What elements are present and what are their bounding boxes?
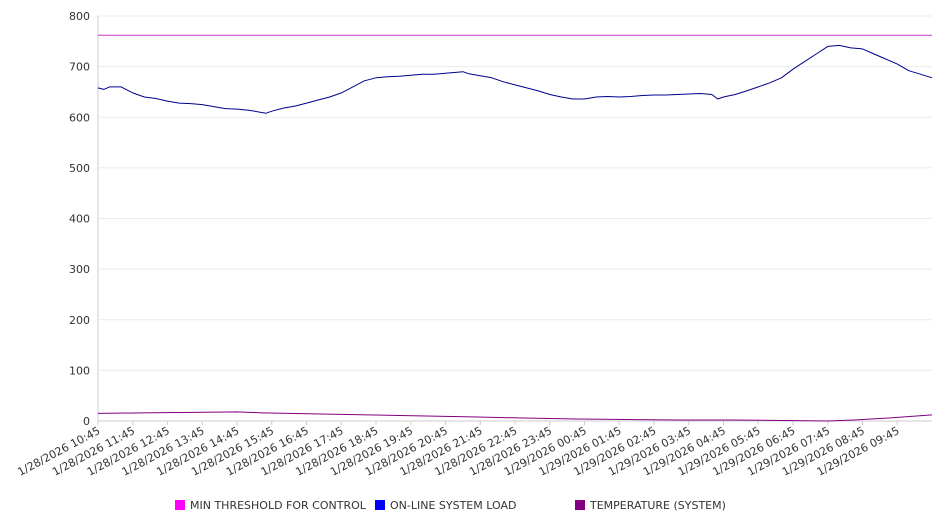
y-tick-label: 100: [69, 364, 90, 377]
legend-label: ON-LINE SYSTEM LOAD: [390, 499, 516, 512]
legend: MIN THRESHOLD FOR CONTROL ON-LINE SYSTEM …: [175, 499, 726, 512]
series-line-3: [97, 411, 933, 422]
legend-label: MIN THRESHOLD FOR CONTROL: [190, 499, 367, 512]
legend-swatch: [375, 500, 385, 510]
y-tick-label: 0: [83, 415, 90, 428]
y-tick-label: 200: [69, 314, 90, 327]
y-tick-label: 800: [69, 10, 90, 23]
y-tick-label: 400: [69, 213, 90, 226]
y-axis-ticks: 0 100 200 300 400 500 600 700 800: [69, 10, 90, 428]
series-line-2: [97, 44, 933, 114]
y-tick-label: 700: [69, 61, 90, 74]
legend-swatch: [575, 500, 585, 510]
series-lines: [97, 34, 933, 422]
x-axis-ticks: 1/28/2026 10:451/28/2026 11:451/28/2026 …: [15, 421, 902, 479]
y-tick-label: 500: [69, 162, 90, 175]
y-tick-label: 600: [69, 111, 90, 124]
gridlines: [98, 15, 932, 371]
y-tick-label: 300: [69, 263, 90, 276]
legend-label: TEMPERATURE (SYSTEM): [589, 499, 726, 512]
legend-swatch: [175, 500, 185, 510]
